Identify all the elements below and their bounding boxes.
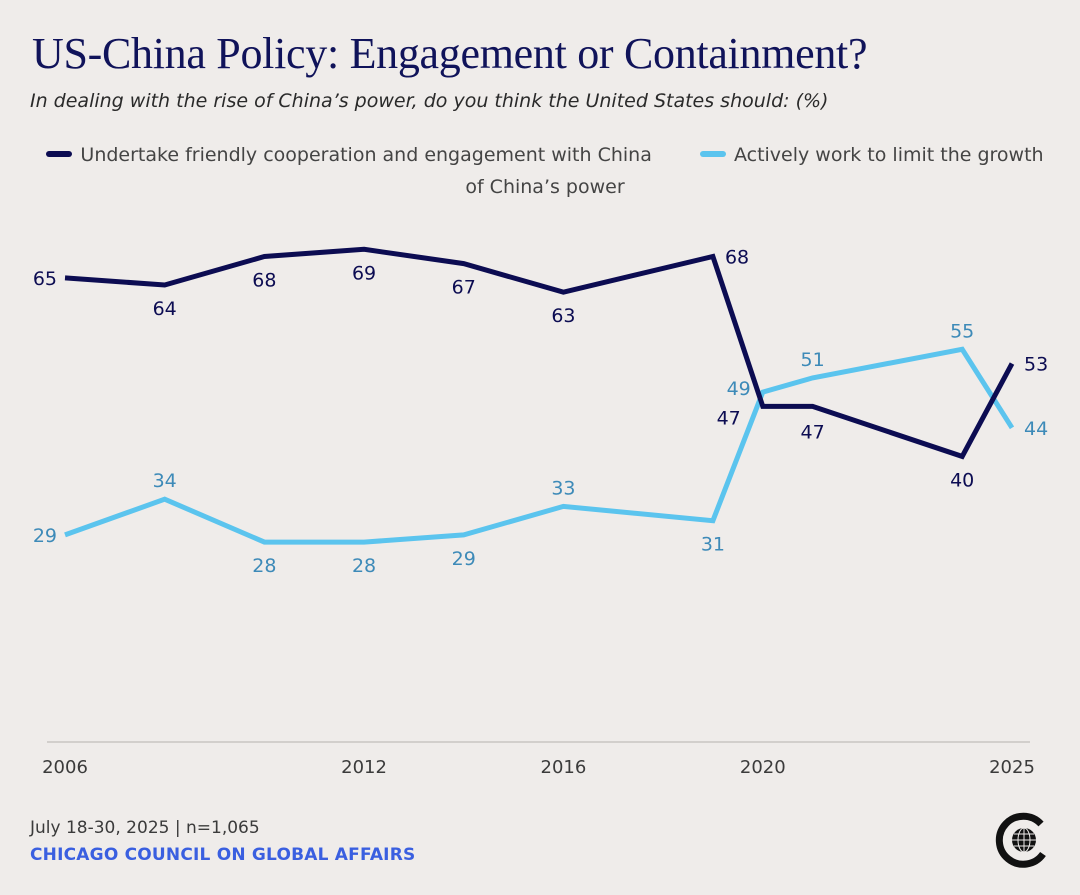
data-label-engagement: 67 bbox=[452, 277, 476, 299]
data-label-containment: 28 bbox=[252, 555, 276, 577]
series-layer bbox=[64, 246, 1015, 545]
legend-label-containment: Actively work to limit the growth of Chi… bbox=[465, 144, 1044, 198]
legend-item-containment: Actively work to limit the growth of Chi… bbox=[465, 144, 1043, 198]
organization-name: CHICAGO COUNCIL ON GLOBAL AFFAIRS bbox=[30, 845, 416, 865]
data-label-engagement: 53 bbox=[1024, 354, 1048, 376]
data-labels: 65 64 68 69 67 63 68 47 47 40 53 29 34 28 28 29 33 31 49 51… bbox=[33, 246, 1048, 577]
data-label-engagement: 63 bbox=[551, 305, 575, 327]
series-line-containment bbox=[64, 346, 1015, 545]
legend-label-engagement: Undertake friendly cooperation and engag… bbox=[80, 144, 652, 166]
chart-title: US-China Policy: Engagement or Containme… bbox=[32, 29, 868, 78]
data-label-containment: 33 bbox=[551, 477, 575, 499]
data-label-containment: 44 bbox=[1024, 418, 1048, 440]
x-tick-label: 2012 bbox=[341, 757, 387, 778]
legend-swatch-containment bbox=[699, 150, 726, 157]
data-label-engagement: 64 bbox=[153, 298, 177, 320]
data-label-containment: 29 bbox=[452, 548, 476, 570]
data-label-engagement: 68 bbox=[252, 269, 276, 291]
chicago-council-logo-icon bbox=[995, 812, 1046, 868]
survey-date-sample: July 18-30, 2025 | n=1,065 bbox=[30, 818, 260, 838]
data-label-engagement: 69 bbox=[352, 262, 376, 284]
data-label-containment: 31 bbox=[701, 534, 725, 556]
series-line-engagement bbox=[64, 246, 1015, 460]
data-label-engagement: 68 bbox=[725, 246, 749, 268]
data-label-containment: 34 bbox=[153, 470, 177, 492]
data-label-engagement: 47 bbox=[801, 421, 825, 443]
data-label-containment: 29 bbox=[33, 525, 57, 547]
data-label-containment: 49 bbox=[727, 378, 751, 400]
x-tick-label: 2006 bbox=[42, 757, 88, 778]
line-chart: 2006 2012 2016 2020 2025 65 64 68 69 67 63 68 47 47 4… bbox=[33, 246, 1048, 778]
x-tick-label: 2025 bbox=[989, 757, 1035, 778]
data-label-engagement: 40 bbox=[950, 469, 974, 491]
data-label-containment: 55 bbox=[950, 320, 974, 342]
data-label-containment: 28 bbox=[352, 555, 376, 577]
legend: Undertake friendly cooperation and engag… bbox=[40, 139, 1050, 203]
chart-subtitle: In dealing with the rise of China’s powe… bbox=[30, 90, 829, 112]
x-tick-labels: 2006 2012 2016 2020 2025 bbox=[42, 757, 1035, 778]
x-tick-label: 2020 bbox=[740, 757, 786, 778]
data-label-engagement: 65 bbox=[33, 268, 57, 290]
legend-item-engagement: Undertake friendly cooperation and engag… bbox=[46, 144, 658, 166]
x-tick-label: 2016 bbox=[541, 757, 587, 778]
legend-swatch-engagement bbox=[46, 150, 73, 157]
data-label-containment: 51 bbox=[801, 349, 825, 371]
data-label-engagement: 47 bbox=[717, 407, 741, 429]
